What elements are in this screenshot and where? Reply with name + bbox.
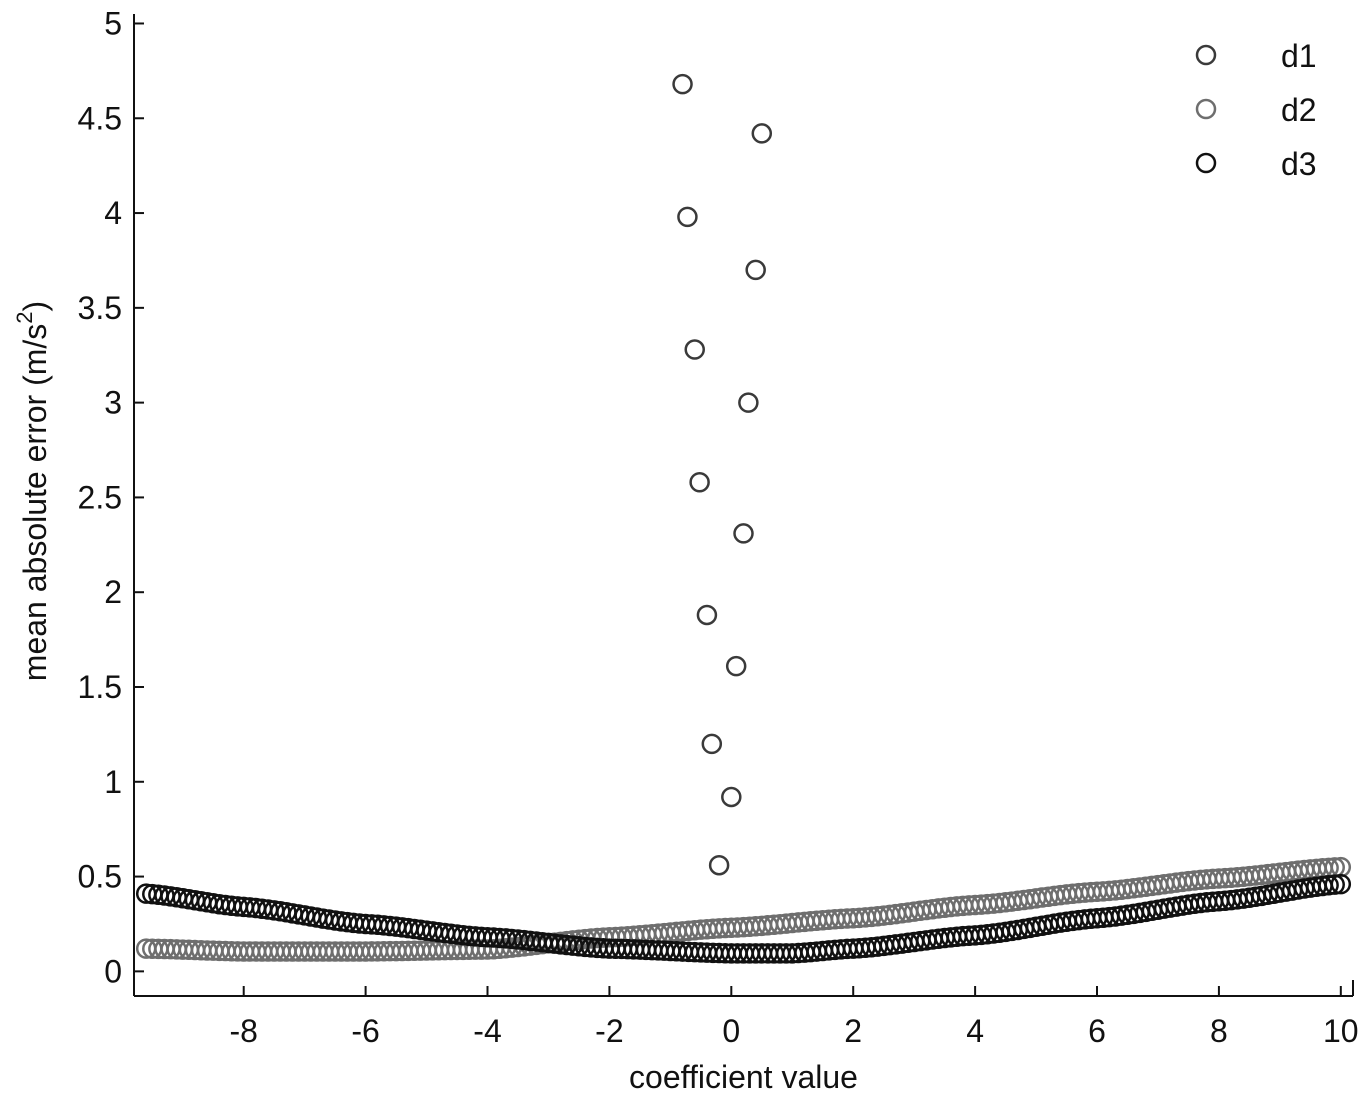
x-tick-label: -4 bbox=[473, 1013, 501, 1049]
y-tick-label: 3 bbox=[104, 385, 122, 421]
y-axis-label-superscript: 2 bbox=[12, 311, 37, 323]
d1-point bbox=[733, 523, 754, 544]
y-tick-label: 1 bbox=[104, 764, 122, 800]
x-tick-label: -2 bbox=[595, 1013, 623, 1049]
d3-point bbox=[1318, 874, 1339, 896]
d3-point bbox=[1330, 873, 1352, 895]
d1-point bbox=[684, 339, 705, 360]
x-tick-label: 8 bbox=[1210, 1013, 1228, 1049]
d1-point bbox=[725, 655, 747, 677]
x-tick-label: 2 bbox=[844, 1013, 862, 1049]
x-tick-label: 10 bbox=[1323, 1013, 1359, 1049]
y-tick-label: 3.5 bbox=[78, 290, 122, 326]
y-tick-label: 0 bbox=[104, 953, 122, 989]
y-axis-label: mean absolute error (m/s2) bbox=[12, 301, 53, 681]
y-tick-label: 2.5 bbox=[78, 479, 122, 515]
d1-point bbox=[745, 259, 766, 281]
x-tick-label: -6 bbox=[351, 1013, 379, 1049]
d1-point bbox=[708, 854, 730, 876]
y-axis-label-suffix: ) bbox=[17, 301, 53, 312]
axes bbox=[133, 14, 1354, 997]
y-tick-label: 1.5 bbox=[78, 669, 122, 705]
d1-point bbox=[751, 123, 773, 144]
legend-label-d3: d3 bbox=[1281, 146, 1317, 182]
legend-label-d1: d1 bbox=[1281, 38, 1317, 74]
d3-point bbox=[1324, 874, 1345, 895]
d1-point bbox=[701, 733, 723, 755]
data-markers bbox=[135, 73, 1352, 964]
d1-point bbox=[696, 604, 718, 626]
d1-point bbox=[738, 392, 759, 413]
x-tick-label: -8 bbox=[229, 1013, 257, 1049]
legend-marker-d1 bbox=[1195, 44, 1217, 66]
d1-point bbox=[721, 786, 742, 808]
y-axis-label-main: mean absolute error (m/s bbox=[17, 324, 53, 681]
x-tick-label: 6 bbox=[1088, 1013, 1106, 1049]
x-tick-label: 4 bbox=[966, 1013, 984, 1049]
legend-marker-d2 bbox=[1195, 98, 1217, 120]
legend-label-d2: d2 bbox=[1281, 92, 1317, 128]
legend-marker-d3 bbox=[1195, 152, 1217, 174]
d1-point bbox=[677, 206, 698, 228]
y-tick-label: 4.5 bbox=[78, 100, 122, 136]
ticks: 0 0.5 1 1.5 2 2.5 3 3.5 4 4.5 5 -8 -6 -4 -2 0 2 4 6 8 10 bbox=[78, 5, 1359, 1049]
y-tick-label: 5 bbox=[104, 5, 122, 41]
y-tick-label: 4 bbox=[104, 195, 122, 231]
x-axis-label: coefficient value bbox=[629, 1059, 858, 1095]
y-tick-label: 0.5 bbox=[78, 859, 122, 895]
y-tick-label: 2 bbox=[104, 574, 122, 610]
legend: d1 d2 d3 bbox=[1195, 38, 1317, 182]
x-tick-label: 0 bbox=[722, 1013, 740, 1049]
d1-point bbox=[672, 73, 693, 95]
d1-point bbox=[689, 472, 710, 493]
